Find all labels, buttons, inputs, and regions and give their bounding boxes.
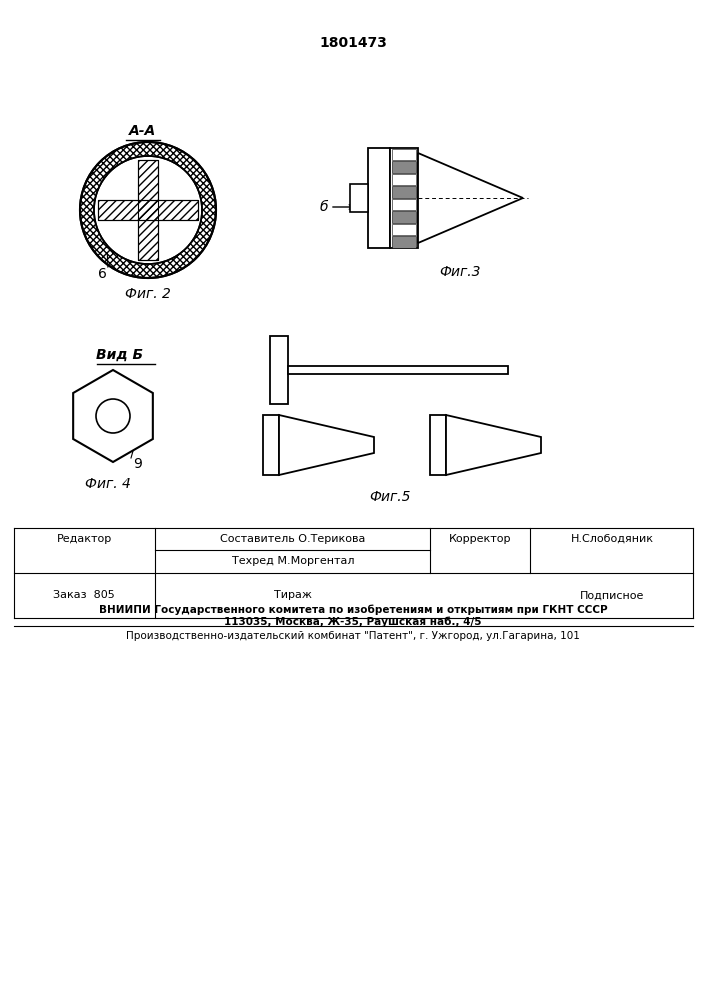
Text: Подписное: Подписное: [580, 590, 644, 600]
Circle shape: [80, 142, 216, 278]
Text: Тираж: Тираж: [274, 590, 312, 600]
Text: Фиг.5: Фиг.5: [369, 490, 411, 504]
Text: Заказ  805: Заказ 805: [53, 590, 115, 600]
Bar: [138, 160, 158, 260]
Polygon shape: [446, 415, 541, 475]
Bar: [392, 186, 416, 198]
Text: Редактор: Редактор: [57, 534, 112, 544]
Polygon shape: [73, 370, 153, 462]
Bar: [392, 174, 416, 185]
Text: Фиг. 2: Фиг. 2: [125, 287, 171, 301]
Bar: [138, 160, 158, 260]
Polygon shape: [418, 153, 523, 243]
Bar: [392, 224, 416, 235]
Bar: [263, 415, 279, 475]
Bar: [392, 161, 416, 172]
Bar: [392, 198, 416, 210]
Text: Корректор: Корректор: [449, 534, 511, 544]
Bar: [288, 366, 508, 374]
Bar: [390, 148, 418, 248]
Bar: [270, 336, 288, 404]
Circle shape: [94, 156, 202, 264]
Circle shape: [96, 399, 130, 433]
Text: б: б: [320, 200, 328, 214]
Text: Составитель О.Терикова: Составитель О.Терикова: [221, 534, 366, 544]
Text: ВНИИПИ Государственного комитета по изобретениям и открытиям при ГКНТ СССР: ВНИИПИ Государственного комитета по изоб…: [99, 604, 607, 615]
Text: Н.Слободяник: Н.Слободяник: [571, 534, 653, 544]
Text: 113035, Москва, Ж-35, Раушская наб., 4/5: 113035, Москва, Ж-35, Раушская наб., 4/5: [224, 616, 481, 627]
Bar: [98, 200, 198, 220]
Bar: [368, 148, 390, 248]
Text: Производственно-издательский комбинат "Патент", г. Ужгород, ул.Гагарина, 101: Производственно-издательский комбинат "П…: [126, 631, 580, 641]
Text: Фиг.3: Фиг.3: [439, 265, 481, 279]
Text: 9: 9: [134, 457, 142, 471]
Bar: [430, 415, 446, 475]
Bar: [98, 200, 198, 220]
Polygon shape: [279, 415, 374, 475]
Bar: [392, 211, 416, 223]
Text: Фиг. 4: Фиг. 4: [85, 477, 131, 491]
Text: 6: 6: [98, 267, 107, 281]
Text: Вид Б: Вид Б: [96, 348, 144, 362]
Text: А-А: А-А: [129, 124, 157, 138]
Bar: [392, 236, 416, 247]
Bar: [350, 184, 368, 212]
Bar: [392, 148, 416, 160]
Text: Техред М.Моргентал: Техред М.Моргентал: [232, 556, 354, 566]
Text: 1801473: 1801473: [319, 36, 387, 50]
